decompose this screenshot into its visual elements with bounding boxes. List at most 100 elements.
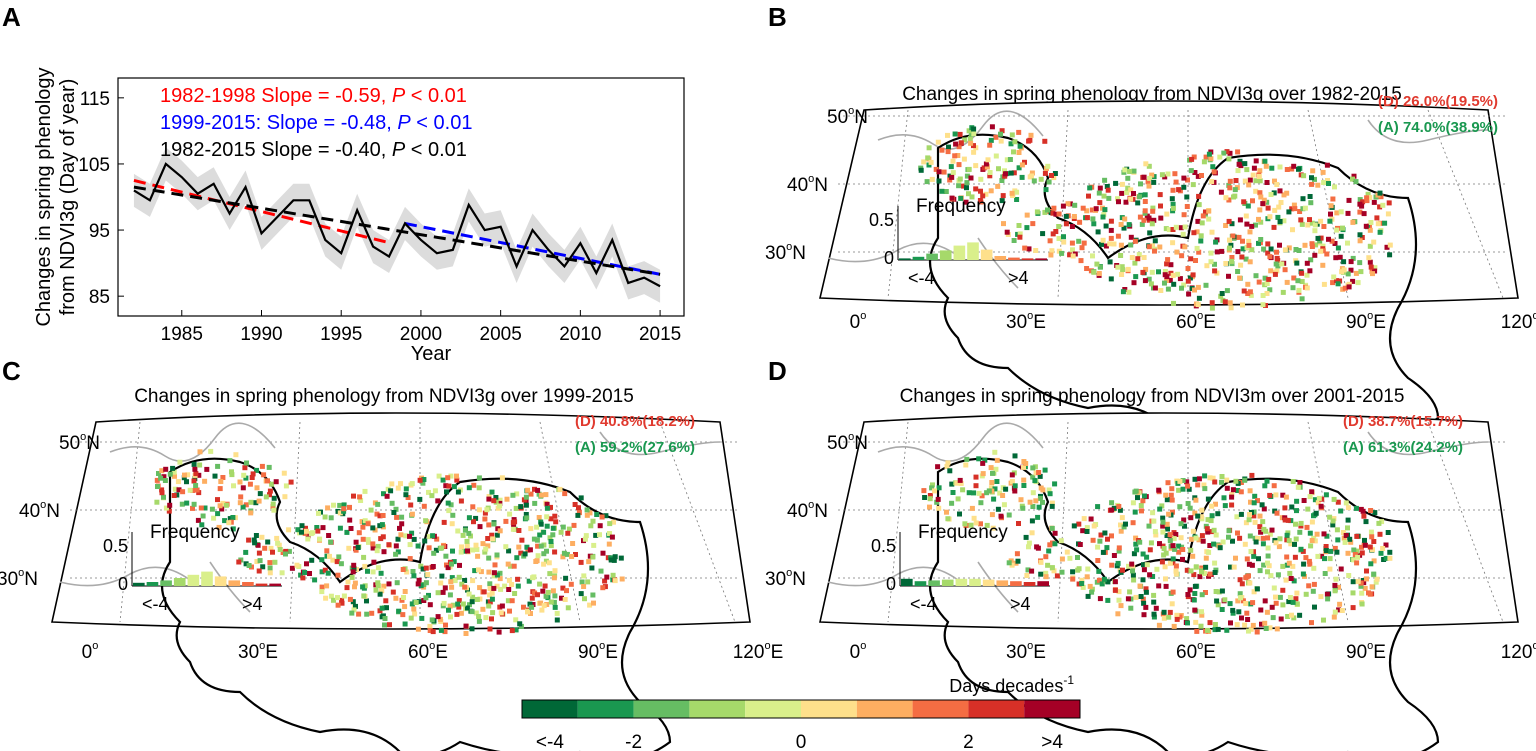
heatmap-cell bbox=[1361, 513, 1367, 519]
heatmap-cell bbox=[1111, 553, 1117, 558]
heatmap-cell bbox=[461, 548, 467, 554]
heatmap-cell bbox=[930, 482, 935, 488]
heatmap-cell bbox=[1214, 249, 1220, 255]
heatmap-cell bbox=[552, 604, 558, 610]
heatmap-cell bbox=[1017, 234, 1023, 240]
heatmap-cell bbox=[1179, 285, 1184, 291]
heatmap-cell bbox=[1173, 532, 1179, 537]
heatmap-cell bbox=[1097, 264, 1103, 270]
heatmap-cell bbox=[503, 544, 509, 550]
heatmap-cell bbox=[1150, 208, 1156, 214]
heatmap-cell bbox=[1150, 205, 1156, 211]
heatmap-cell bbox=[506, 587, 512, 592]
graticule-lon bbox=[1427, 421, 1504, 623]
heatmap-cell bbox=[551, 599, 557, 605]
heatmap-cell bbox=[1254, 586, 1260, 592]
heatmap-cell bbox=[1348, 259, 1354, 265]
heatmap-cell bbox=[1299, 270, 1305, 276]
heatmap-cell bbox=[246, 563, 252, 568]
heatmap-cell bbox=[1178, 521, 1184, 527]
heatmap-cell bbox=[1181, 517, 1187, 523]
heatmap-cell bbox=[472, 568, 478, 574]
heatmap-cell bbox=[1273, 600, 1279, 606]
inset-bar bbox=[899, 258, 911, 260]
heatmap-cell bbox=[1107, 241, 1113, 247]
heatmap-cell bbox=[498, 610, 504, 616]
heatmap-cell bbox=[267, 570, 273, 576]
inset-bar bbox=[255, 583, 268, 586]
heatmap-cell bbox=[1115, 196, 1120, 202]
heatmap-cell bbox=[523, 512, 529, 517]
heatmap-cell bbox=[402, 589, 408, 594]
heatmap-cell bbox=[1086, 193, 1091, 199]
heatmap-cell bbox=[1242, 178, 1248, 184]
heatmap-cell bbox=[279, 570, 285, 576]
heatmap-cell bbox=[490, 610, 496, 616]
heatmap-cell bbox=[987, 142, 993, 148]
heatmap-cell bbox=[1198, 623, 1204, 629]
heatmap-cell bbox=[1009, 132, 1015, 138]
heatmap-cell bbox=[1117, 507, 1123, 513]
series-line bbox=[133, 162, 661, 288]
heatmap-cell bbox=[1170, 201, 1176, 207]
heatmap-cell bbox=[1226, 197, 1232, 203]
heatmap-cell bbox=[1301, 173, 1307, 179]
heatmap-cell bbox=[1043, 554, 1049, 560]
heatmap-cell bbox=[1321, 180, 1327, 185]
heatmap-cell bbox=[1030, 504, 1036, 509]
heatmap-cell bbox=[1050, 210, 1056, 216]
heatmap-cell bbox=[181, 475, 187, 481]
heatmap-cell bbox=[1071, 523, 1077, 529]
heatmap-cell bbox=[1190, 182, 1196, 188]
heatmap-cell bbox=[491, 573, 497, 579]
heatmap-cell bbox=[984, 490, 990, 496]
heatmap-cell bbox=[517, 621, 523, 627]
heatmap-cell bbox=[1120, 289, 1126, 295]
heatmap-cell bbox=[254, 485, 260, 491]
heatmap-cell bbox=[1163, 550, 1169, 556]
heatmap-cell bbox=[1357, 201, 1363, 207]
heatmap-cell bbox=[1049, 525, 1055, 531]
heatmap-cell bbox=[1260, 541, 1266, 547]
heatmap-cell bbox=[267, 488, 273, 494]
heatmap-cell bbox=[1185, 483, 1191, 489]
heatmap-cell bbox=[1301, 498, 1307, 503]
heatmap-cell bbox=[1133, 274, 1139, 280]
heatmap-cell bbox=[436, 473, 442, 479]
heatmap-cell bbox=[364, 598, 369, 604]
heatmap-cell bbox=[447, 603, 453, 609]
heatmap-cell bbox=[269, 481, 275, 487]
heatmap-cell bbox=[1314, 531, 1320, 537]
heatmap-cell bbox=[191, 461, 197, 467]
heatmap-cell bbox=[1348, 539, 1354, 545]
heatmap-cell bbox=[1038, 176, 1044, 182]
heatmap-cell bbox=[1328, 548, 1334, 554]
heatmap-cell bbox=[947, 468, 953, 474]
heatmap-cell bbox=[1135, 256, 1141, 262]
heatmap-cell bbox=[607, 521, 613, 527]
heatmap-cell bbox=[1185, 592, 1191, 597]
heatmap-cell bbox=[945, 516, 951, 522]
heatmap-cell bbox=[259, 463, 265, 469]
heatmap-cell bbox=[477, 585, 483, 591]
heatmap-cell bbox=[956, 144, 962, 150]
heatmap-cell bbox=[1127, 169, 1133, 174]
heatmap-cell bbox=[1367, 259, 1373, 265]
heatmap-cell bbox=[949, 481, 955, 487]
heatmap-cell bbox=[1262, 275, 1268, 281]
heatmap-cell bbox=[1308, 257, 1314, 263]
inset-bar bbox=[901, 578, 913, 586]
heatmap-cell bbox=[341, 502, 347, 508]
heatmap-cell bbox=[618, 555, 624, 561]
heatmap-cell bbox=[1354, 560, 1360, 566]
heatmap-cell bbox=[1346, 197, 1352, 203]
heatmap-cell bbox=[1243, 520, 1249, 526]
heatmap-cell bbox=[1315, 553, 1321, 559]
heatmap-cell bbox=[1265, 241, 1271, 247]
heatmap-cell bbox=[1137, 539, 1143, 545]
heatmap-cell bbox=[390, 589, 396, 595]
heatmap-cell bbox=[489, 532, 495, 538]
heatmap-cell bbox=[1367, 544, 1373, 550]
heatmap-cell bbox=[403, 533, 409, 539]
heatmap-cell bbox=[1371, 539, 1377, 544]
